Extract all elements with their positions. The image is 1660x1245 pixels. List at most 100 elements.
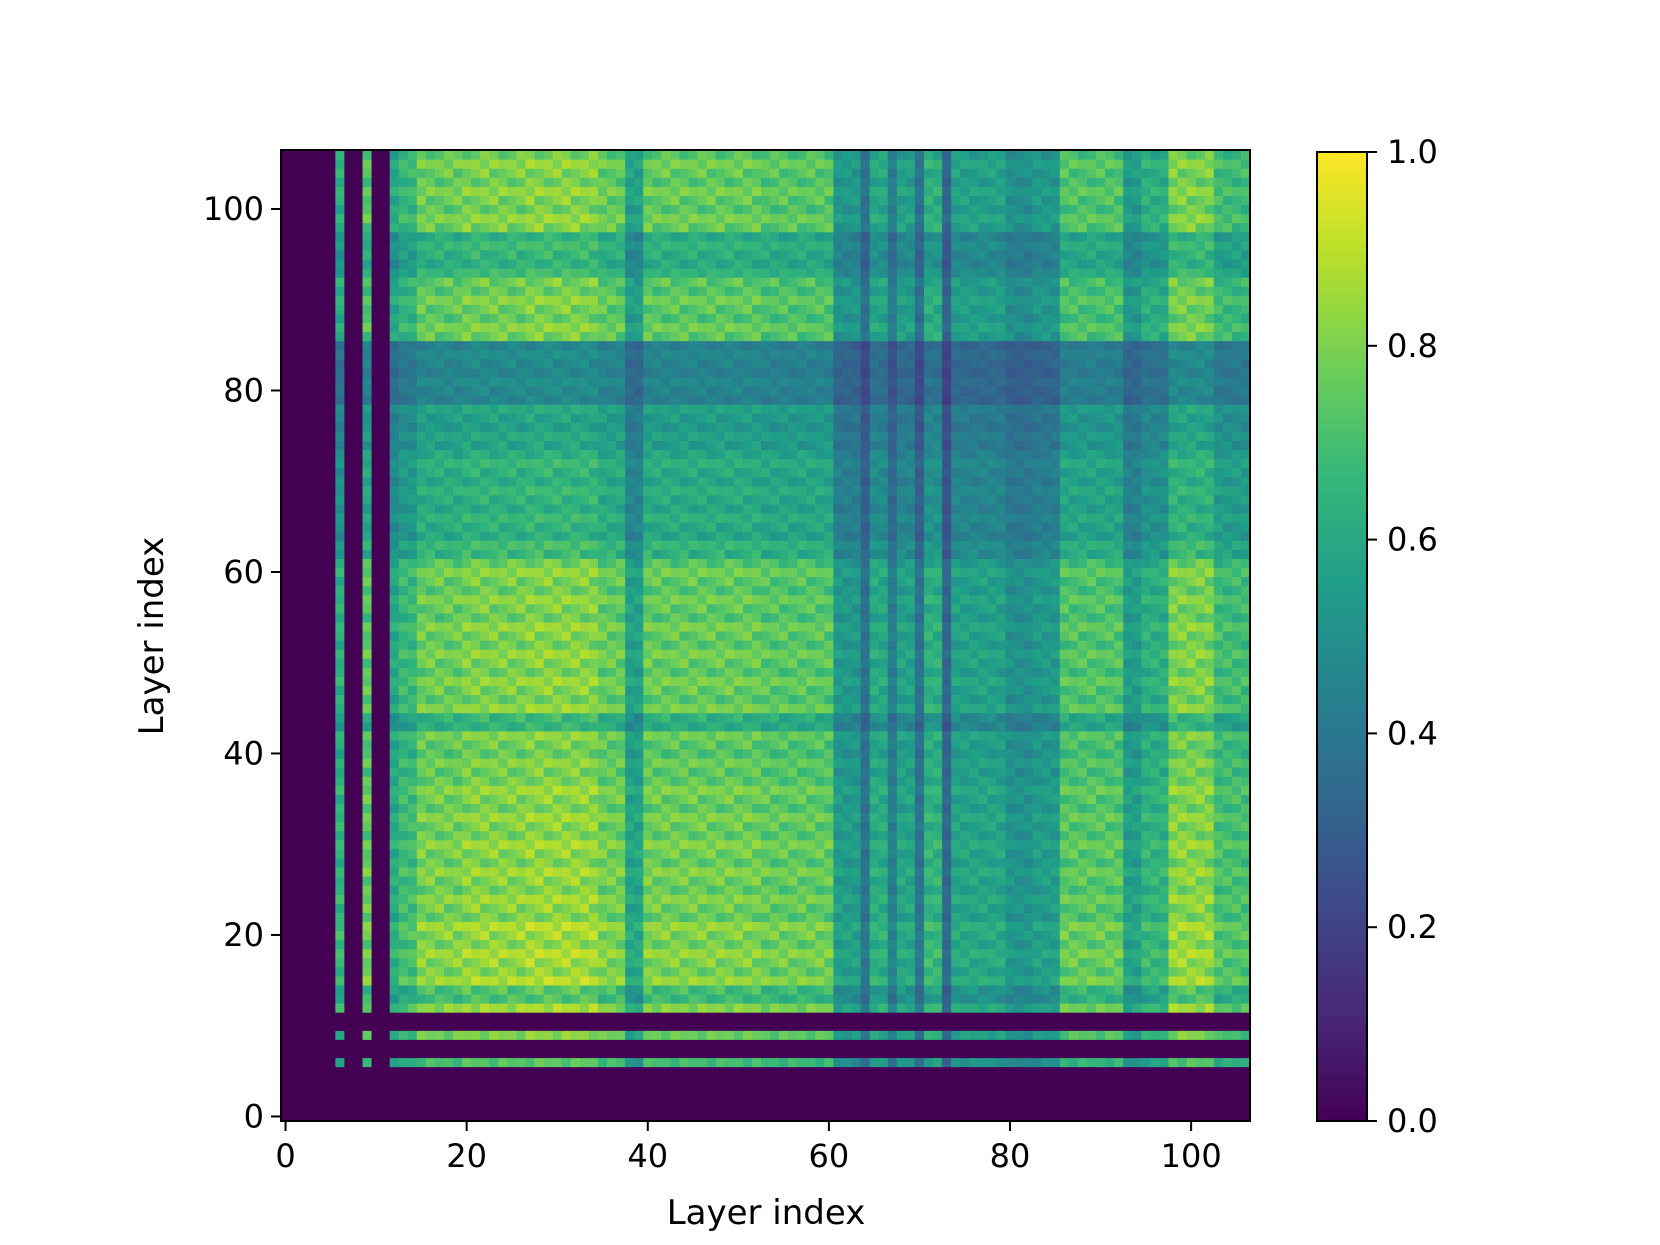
heatmap-cell [534, 921, 545, 932]
heatmap-cell [607, 885, 617, 895]
heatmap-cell [1141, 703, 1151, 714]
heatmap-cell [453, 1102, 463, 1113]
heatmap-cell [453, 767, 463, 777]
heatmap-cell [1168, 984, 1179, 995]
heatmap-cell [317, 930, 327, 941]
heatmap-cell [1032, 767, 1043, 777]
heatmap-cell [779, 921, 789, 932]
heatmap-cell [779, 957, 789, 968]
heatmap-cell [344, 703, 355, 714]
heatmap-cell [1195, 1012, 1206, 1022]
heatmap-cell [860, 794, 871, 804]
heatmap-cell [1041, 1012, 1052, 1022]
heatmap-cell [643, 948, 653, 959]
heatmap-cell [407, 930, 418, 941]
heatmap-cell [462, 912, 472, 922]
heatmap-cell [1059, 957, 1070, 968]
heatmap-cell [860, 875, 871, 886]
heatmap-cell [335, 894, 345, 904]
heatmap-cell [896, 975, 907, 986]
heatmap-cell [634, 975, 644, 986]
heatmap-cell [462, 785, 472, 795]
heatmap-cell [290, 730, 300, 741]
heatmap-cell [317, 839, 327, 850]
heatmap-cell [561, 975, 572, 986]
heatmap-cell [625, 1075, 635, 1086]
heatmap-cell [371, 894, 382, 904]
heatmap-cell [1077, 1093, 1088, 1104]
heatmap-cell [480, 812, 490, 823]
heatmap-cell [670, 1003, 681, 1013]
heatmap-cell [570, 694, 581, 705]
heatmap-cell [1150, 812, 1161, 823]
heatmap-cell [281, 830, 291, 841]
heatmap-cell [706, 703, 717, 714]
heatmap-cell [1041, 1066, 1052, 1077]
heatmap-cell [942, 830, 952, 841]
heatmap-cell [1032, 803, 1043, 814]
heatmap-cell [742, 803, 753, 814]
heatmap-cell [380, 721, 391, 732]
heatmap-cell [1177, 758, 1188, 768]
heatmap-cell [914, 894, 925, 904]
heatmap-cell [706, 930, 717, 941]
heatmap-cell [806, 1021, 816, 1031]
heatmap-cell [996, 1093, 1007, 1104]
heatmap-cell [362, 839, 373, 850]
heatmap-cell [543, 730, 554, 741]
heatmap-cell [1023, 767, 1034, 777]
heatmap-cell [471, 1111, 481, 1122]
heatmap-cell [806, 776, 816, 786]
heatmap-cell [353, 785, 364, 795]
heatmap-cell [688, 812, 699, 823]
heatmap-cell [1096, 930, 1106, 941]
heatmap-cell [344, 885, 355, 895]
heatmap-cell [281, 712, 291, 723]
heatmap-cell [290, 966, 300, 977]
heatmap-cell [308, 730, 318, 741]
heatmap-cell [942, 703, 952, 714]
heatmap-cell [1132, 1039, 1142, 1049]
heatmap-cell [851, 1057, 862, 1068]
heatmap-cell [1050, 830, 1061, 841]
heatmap-cell [760, 993, 771, 1004]
heatmap-cell [896, 921, 907, 932]
heatmap-cell [507, 1048, 518, 1059]
heatmap-cell [308, 767, 318, 777]
heatmap-cell [1114, 767, 1124, 777]
heatmap-cell [951, 1057, 961, 1068]
heatmap-cell [969, 785, 979, 795]
heatmap-cell [923, 875, 934, 886]
heatmap-cell [507, 739, 518, 750]
heatmap-cell [434, 939, 445, 950]
heatmap-cell [1132, 830, 1142, 841]
heatmap-cell [1222, 857, 1233, 868]
heatmap-cell [842, 894, 853, 904]
heatmap-cell [634, 866, 644, 877]
heatmap-cell [706, 776, 717, 786]
heatmap-cell [362, 1102, 373, 1113]
heatmap-cell [788, 966, 798, 977]
heatmap-cell [570, 866, 581, 877]
heatmap-cell [371, 948, 382, 959]
heatmap-cell [444, 866, 454, 877]
heatmap-cell [824, 1048, 835, 1059]
heatmap-cell [760, 875, 771, 886]
heatmap-cell [453, 803, 463, 814]
heatmap-cell [1059, 1039, 1070, 1049]
heatmap-cell [634, 1066, 644, 1077]
heatmap-cell [380, 821, 391, 832]
heatmap-cell [398, 939, 409, 950]
heatmap-cell [1177, 703, 1188, 714]
heatmap-cell [462, 885, 472, 895]
heatmap-cell [1132, 903, 1142, 913]
heatmap-cell [1186, 776, 1197, 786]
heatmap-cell [389, 758, 400, 768]
heatmap-cell [552, 830, 563, 841]
heatmap-cell [1096, 875, 1106, 886]
heatmap-cell [1068, 739, 1079, 750]
heatmap-cell [806, 739, 816, 750]
heatmap-cell [1014, 712, 1025, 723]
heatmap-cell [715, 1093, 726, 1104]
heatmap-cell [1168, 957, 1179, 968]
